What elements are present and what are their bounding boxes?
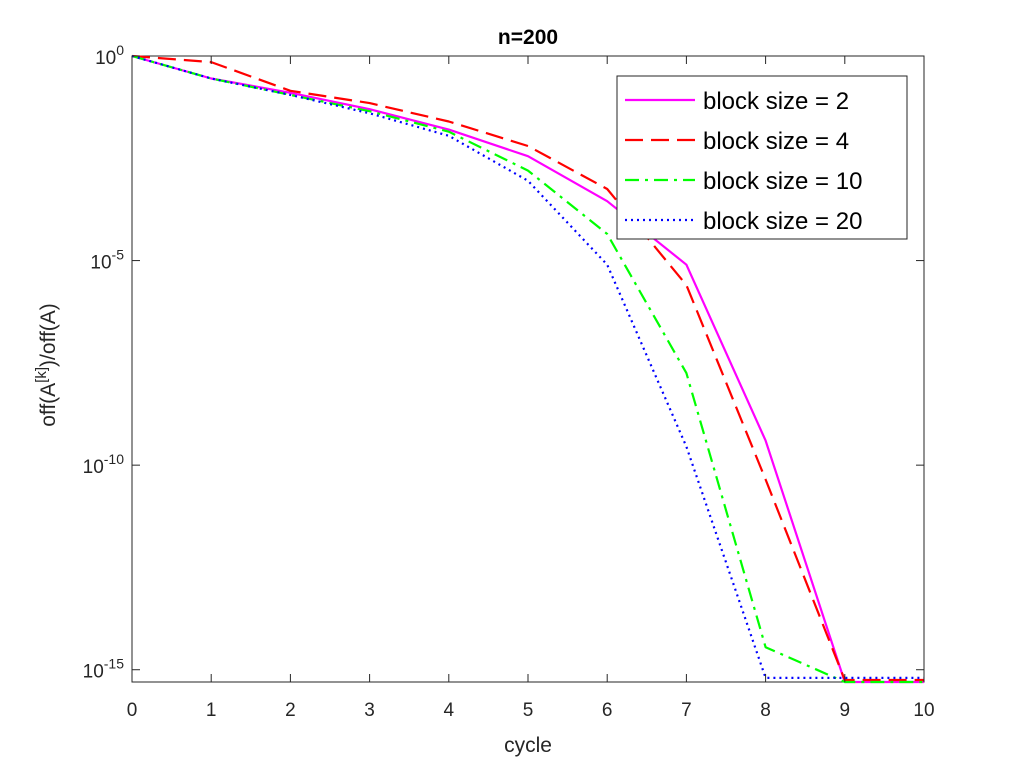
series-line-3: [131, 54, 924, 684]
x-tick-label: 6: [602, 700, 613, 721]
x-tick-label: 8: [760, 700, 771, 721]
y-tick-label: 100: [95, 42, 124, 69]
y-tick-exponent: -15: [104, 656, 124, 672]
y-tick-exponent: -5: [112, 247, 125, 263]
y-tick-base: 10: [83, 457, 104, 478]
legend-label-2: block size = 4: [703, 128, 849, 155]
x-tick-label: 10: [913, 700, 934, 721]
chart-title: n=200: [498, 26, 558, 49]
x-tick-label: 3: [364, 700, 375, 721]
x-tick-label: 4: [444, 700, 455, 721]
x-axis-ticks: 0 1 2 3 4 5 6 7 8 9 10: [127, 56, 935, 721]
legend-label-4: block size = 20: [703, 208, 862, 235]
y-axis-title-pre: off(A: [37, 383, 60, 427]
legend-box: [616, 75, 908, 240]
y-axis-title: off(A[k])/off(A): [33, 303, 60, 427]
y-axis-title-post: )/off(A): [37, 303, 60, 367]
x-tick-label: 1: [206, 700, 217, 721]
legend: block size = 2 block size = 4 block size =…: [616, 75, 908, 240]
y-tick-base: 10: [95, 48, 116, 69]
x-axis-title: cycle: [504, 734, 552, 757]
y-tick-exponent: 0: [116, 42, 124, 58]
y-tick-base: 10: [83, 662, 104, 683]
y-tick-exponent: -10: [104, 451, 124, 467]
y-tick-label: 10-15: [83, 656, 125, 683]
legend-label-3: block size = 10: [703, 168, 862, 195]
legend-label-1: block size = 2: [703, 88, 849, 115]
x-tick-label: 5: [523, 700, 534, 721]
x-tick-label: 7: [681, 700, 692, 721]
series-lines: [131, 54, 924, 684]
series-line-2: [131, 54, 924, 682]
y-tick-label: 10-10: [83, 451, 125, 478]
y-tick-label: 10-5: [90, 247, 124, 274]
y-axis-title-sup: [k]: [33, 367, 50, 383]
x-tick-label: 9: [840, 700, 851, 721]
series-line-1: [131, 54, 924, 684]
series-line-4: [131, 54, 924, 680]
x-tick-label: 2: [285, 700, 296, 721]
y-tick-base: 10: [90, 253, 111, 274]
x-tick-label: 0: [127, 700, 138, 721]
